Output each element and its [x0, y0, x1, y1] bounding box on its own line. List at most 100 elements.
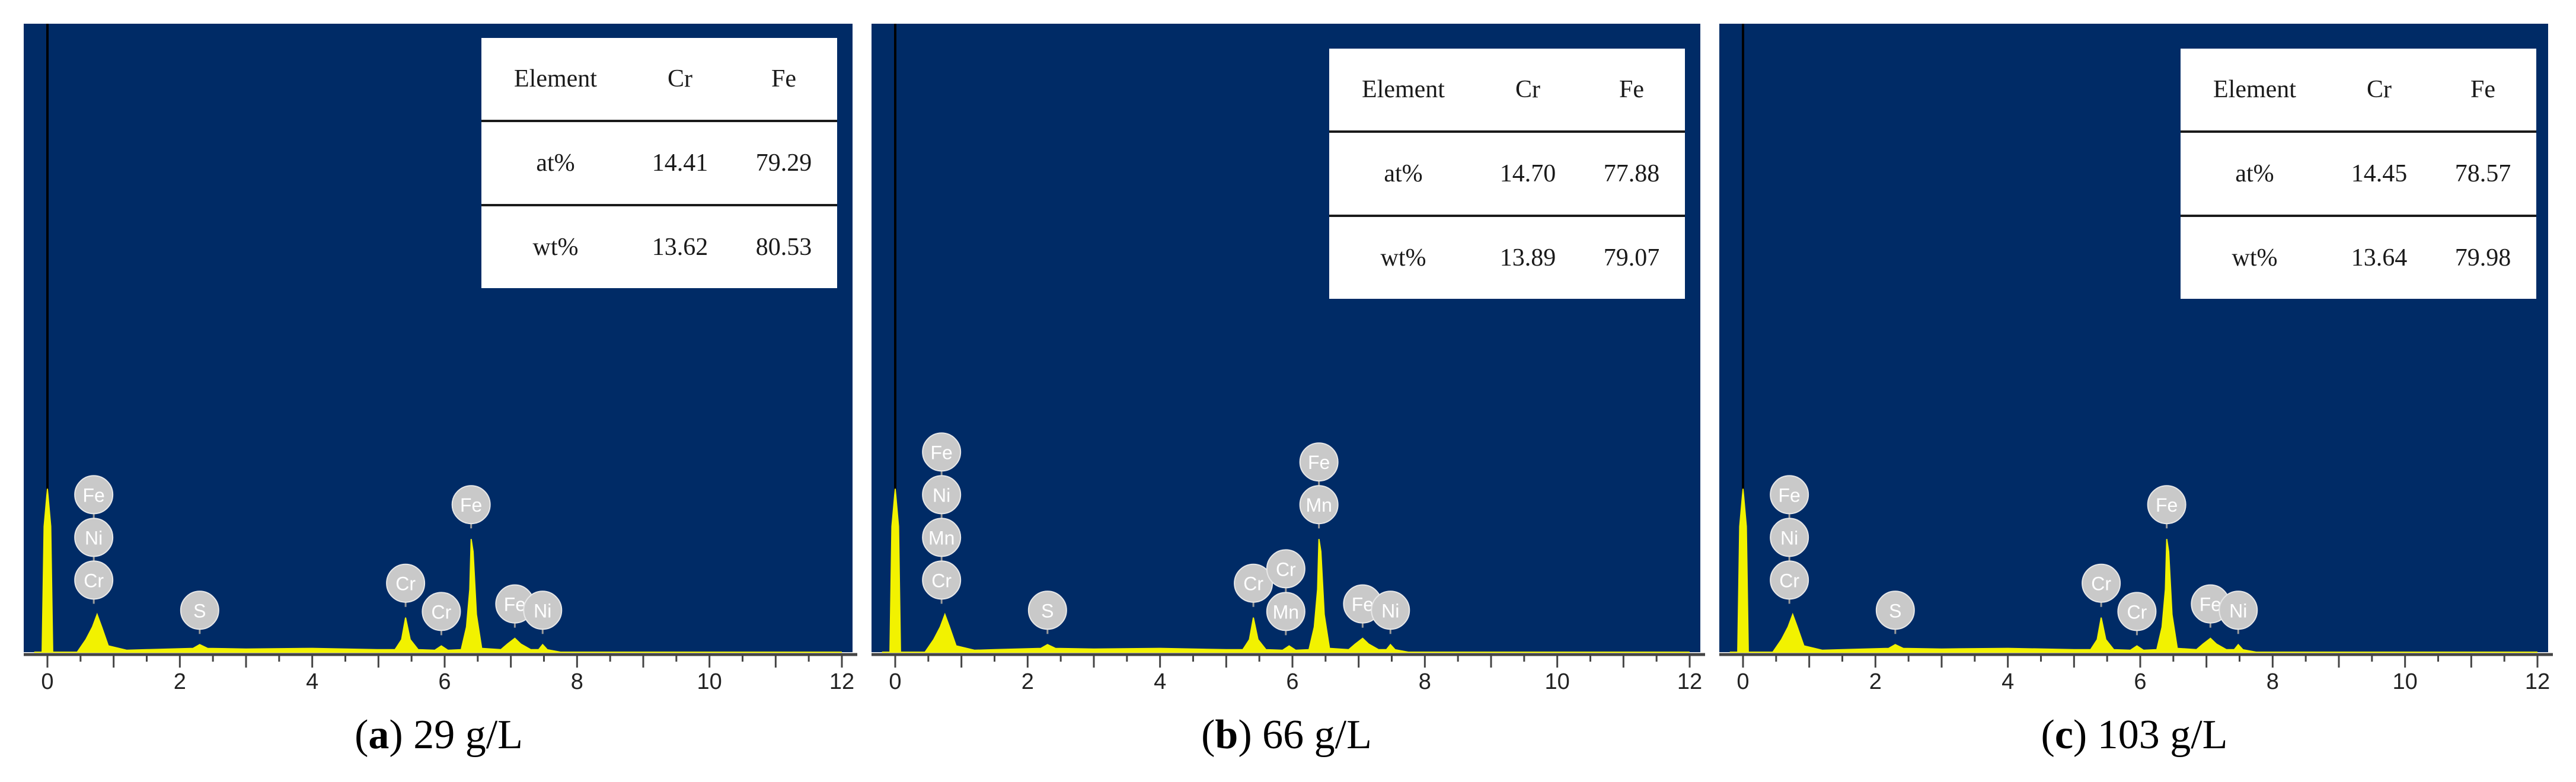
- peak-label-ni: Ni: [933, 484, 950, 506]
- table-row-label: wt%: [1329, 215, 1477, 299]
- caption-a: (a) 29 g/L: [355, 712, 523, 758]
- peak-label-cr: Cr: [931, 570, 952, 591]
- peak-label-fe: Fe: [1778, 484, 1800, 506]
- peak-label-ni: Ni: [1381, 600, 1399, 621]
- table-header-element: Element: [2213, 76, 2296, 103]
- x-tick-label: 0: [1737, 669, 1749, 694]
- peak-label-mn: Mn: [1273, 601, 1299, 623]
- peak-label-badge: [1770, 475, 1809, 515]
- chart-panel-a: 0 2 4 6 8 10 12 Cr Ni Fe S Cr Cr Fe Fe Ni Element Cr Fe…: [18, 0, 860, 782]
- table-cell-fe: 79.98: [2430, 215, 2536, 299]
- peak-label-badge: [386, 563, 426, 603]
- peak-label-badge: [74, 475, 114, 515]
- peak-label-ni: Ni: [534, 600, 551, 621]
- peak-label-cr: Cr: [84, 570, 104, 591]
- spectrum-trace: [882, 489, 1690, 653]
- peak-label-cr: Cr: [2091, 573, 2111, 595]
- peak-label-badge: [922, 432, 962, 472]
- peak-label-badge: [1371, 591, 1410, 630]
- peak-label-badge: [922, 475, 962, 515]
- caption-letter: b: [1215, 712, 1238, 758]
- peak-label-badge: [451, 485, 491, 525]
- caption-letter: c: [2054, 712, 2073, 758]
- peak-label-ni: Ni: [85, 527, 103, 548]
- peak-label-fe: Fe: [930, 442, 952, 463]
- caption-b: (b) 66 g/L: [1201, 712, 1372, 758]
- table-cell-cr: 14.41: [630, 120, 730, 205]
- peak-label-badge: [180, 591, 219, 630]
- table-header-row: Element Cr Fe: [1329, 49, 1685, 132]
- x-tick-label: 10: [2393, 669, 2418, 694]
- peak-label-cr: Cr: [1276, 558, 1296, 580]
- x-tick-label: 10: [697, 669, 722, 694]
- peak-label-fe: Fe: [82, 484, 104, 506]
- peak-label-badge: [1266, 549, 1305, 589]
- x-tick-label: 8: [571, 669, 583, 694]
- spectrum-trace: [1729, 489, 2537, 653]
- x-tick-label: 6: [1286, 669, 1298, 694]
- x-tick-label: 8: [2267, 669, 2279, 694]
- peak-label-fe: Fe: [1352, 594, 1374, 615]
- x-tick-label: 4: [1154, 669, 1166, 694]
- peak-label-badge: [1770, 518, 1809, 557]
- table-cell-cr: 13.64: [2329, 215, 2430, 299]
- table-row-wt: wt% 13.62 80.53: [481, 204, 837, 288]
- composition-table-b: Element Cr Fe at% 14.70 77.88 wt% 13.89 …: [1329, 49, 1685, 299]
- peak-label-badge: [1234, 563, 1273, 603]
- table-header-element: Element: [1362, 76, 1445, 103]
- x-tick-label: 8: [1419, 669, 1431, 694]
- peak-label-badge: [1027, 591, 1067, 630]
- peak-label-badge: [1299, 485, 1339, 525]
- x-tick-label: 4: [2002, 669, 2014, 694]
- x-tick-label: 12: [829, 669, 854, 694]
- x-tick-label: 2: [1022, 669, 1034, 694]
- spectrum-trace: [34, 489, 842, 653]
- table-cell-cr: 13.89: [1477, 215, 1578, 299]
- x-tick-label: 2: [1869, 669, 1882, 694]
- peak-label-badge: [2082, 563, 2121, 603]
- caption-value: 29 g/L: [413, 712, 523, 758]
- peak-label-mn: Mn: [1305, 494, 1332, 516]
- table-header-fe: Fe: [2470, 76, 2495, 103]
- peak-label-badge: [523, 591, 563, 630]
- x-tick-label: 0: [41, 669, 53, 694]
- x-tick-label: 12: [2525, 669, 2550, 694]
- peak-label-badge: [922, 518, 962, 557]
- table-header-row: Element Cr Fe: [2181, 49, 2536, 132]
- table-row-wt: wt% 13.89 79.07: [1329, 215, 1685, 299]
- x-tick-label: 0: [889, 669, 901, 694]
- table-cell-cr: 14.45: [2329, 130, 2430, 216]
- x-tick-label: 10: [1545, 669, 1570, 694]
- table-header-cr: Cr: [668, 65, 692, 92]
- peak-label-badge: [74, 518, 114, 557]
- table-header-fe: Fe: [1619, 76, 1644, 103]
- peak-label-badge: [2147, 485, 2186, 525]
- table-header-row: Element Cr Fe: [481, 38, 837, 121]
- table-row-label: wt%: [2181, 215, 2329, 299]
- caption-value: 103 g/L: [2097, 712, 2228, 758]
- peak-label-fe: Fe: [504, 594, 526, 615]
- x-tick-label: 12: [1677, 669, 1702, 694]
- peak-label-cr: Cr: [1243, 573, 1263, 595]
- composition-table-c: Element Cr Fe at% 14.45 78.57 wt% 13.64 …: [2181, 49, 2536, 299]
- table-header-cr: Cr: [2367, 76, 2392, 103]
- peak-label-s: S: [193, 600, 206, 621]
- peak-label-badge: [922, 560, 962, 600]
- table-cell-cr: 14.70: [1477, 130, 1578, 216]
- peak-label-cr: Cr: [395, 573, 416, 595]
- peak-label-ni: Ni: [2229, 600, 2247, 621]
- peak-label-mn: Mn: [928, 527, 955, 548]
- table-header-cr: Cr: [1515, 76, 1540, 103]
- table-row-wt: wt% 13.64 79.98: [2181, 215, 2536, 299]
- peak-label-cr: Cr: [2127, 601, 2147, 623]
- peak-label-s: S: [1889, 600, 1901, 621]
- table-cell-fe: 78.57: [2430, 130, 2536, 216]
- table-row-label: wt%: [481, 204, 630, 288]
- chart-panel-b: 0 2 4 6 8 10 12 Cr Mn Ni Fe S Cr Mn Cr Mn Fe Fe Ni Element…: [866, 0, 1707, 782]
- peak-label-badge: [1875, 591, 1915, 630]
- table-row-label: at%: [1329, 130, 1477, 216]
- x-tick-label: 6: [2134, 669, 2146, 694]
- peak-label-badge: [1770, 560, 1809, 600]
- table-row-at: at% 14.45 78.57: [2181, 130, 2536, 216]
- table-cell-fe: 80.53: [730, 204, 837, 288]
